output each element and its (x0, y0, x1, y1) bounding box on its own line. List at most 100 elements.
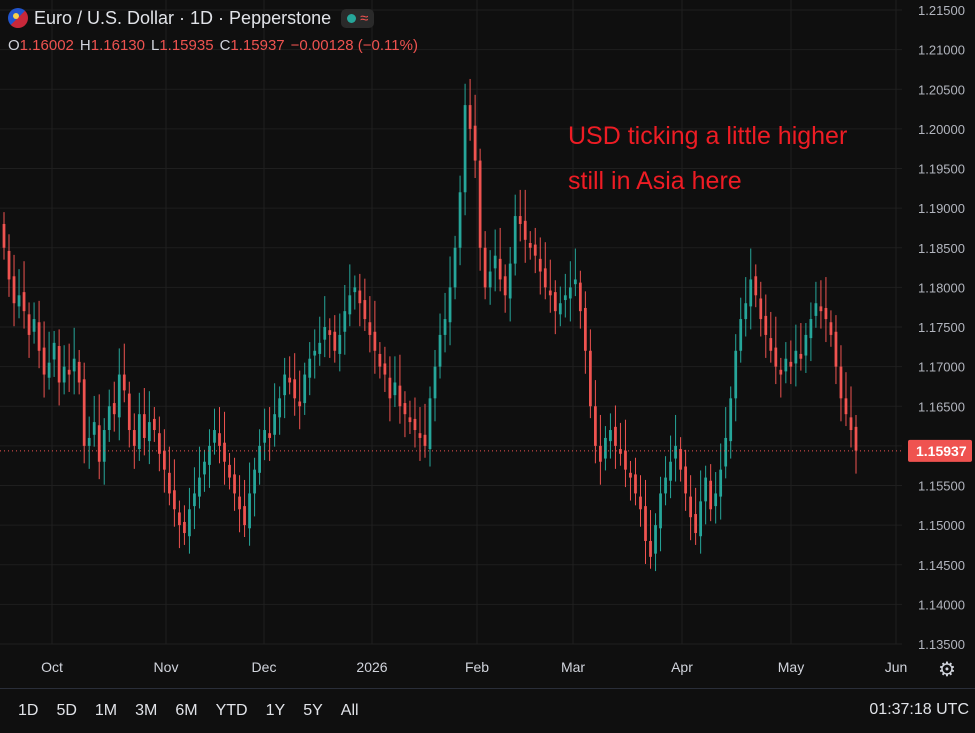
time-tick-label: 2026 (356, 659, 387, 675)
candle (709, 464, 713, 522)
price-tick-label: 1.20500 (918, 82, 965, 97)
range-button-1m[interactable]: 1M (94, 702, 118, 719)
candle (819, 280, 823, 329)
candle (278, 386, 282, 435)
chart-legend-title[interactable]: Euro / U.S. Dollar · 1D · Pepperstone ≈ (8, 6, 375, 30)
candle-body (263, 430, 266, 443)
candle (228, 453, 231, 490)
candle-body (774, 347, 778, 367)
price-tick-label: 1.18000 (918, 280, 965, 295)
candle-body (739, 319, 743, 351)
candle-body (117, 374, 121, 418)
candle (102, 418, 106, 485)
range-button-ytd[interactable]: YTD (215, 702, 248, 719)
candle-body (178, 512, 181, 526)
gear-icon[interactable]: ⚙ (938, 658, 956, 681)
candle-body (323, 327, 327, 340)
candle (583, 291, 587, 374)
candle (183, 505, 186, 545)
price-tick-label: 1.14000 (918, 597, 965, 612)
candle (127, 381, 131, 448)
range-button-1d[interactable]: 1D (18, 702, 39, 719)
price-tick-label: 1.13500 (918, 637, 965, 652)
candle-body (12, 276, 16, 304)
candle-body (694, 514, 698, 534)
range-button-1y[interactable]: 1Y (265, 702, 286, 719)
candle (518, 189, 522, 242)
candle-body (478, 160, 482, 248)
candle (573, 248, 577, 297)
price-tick-label: 1.21000 (918, 43, 965, 58)
candle-body (834, 331, 838, 367)
candle (423, 403, 427, 458)
candle-body (849, 417, 853, 431)
utc-clock[interactable]: 01:37:18 UTC (869, 701, 969, 718)
price-chart[interactable]: 1.13500 1.14000 1.14500 1.15000 1.15500 1.160… (0, 0, 975, 688)
candle-body (32, 319, 36, 332)
candle-body (804, 334, 808, 356)
candle-body (398, 385, 402, 407)
candle-body (709, 480, 713, 510)
candle-body (428, 398, 432, 450)
candle-body (844, 398, 848, 415)
price-tick-label: 1.14500 (918, 558, 965, 573)
candle (453, 235, 457, 300)
candle-body (629, 472, 632, 478)
candle (553, 280, 557, 335)
range-button-5y[interactable]: 5Y (303, 702, 323, 719)
candle-body (328, 330, 332, 335)
candle (759, 281, 763, 337)
candle (724, 407, 728, 479)
candle-body (794, 350, 798, 364)
candle-body (338, 334, 342, 354)
candle (258, 429, 261, 485)
range-button-all[interactable]: All (340, 702, 359, 719)
candle-body (679, 449, 682, 470)
candle (313, 329, 317, 379)
candle-body (308, 358, 312, 378)
candle-body (173, 490, 176, 510)
candle-body (298, 401, 302, 407)
candle (47, 331, 51, 390)
candle (293, 353, 297, 416)
candle (599, 414, 602, 485)
candle-body (714, 493, 718, 507)
candle-body (203, 461, 206, 475)
candle-body (188, 509, 191, 537)
price-tick-label: 1.21500 (918, 3, 965, 18)
candle (498, 227, 502, 292)
symbol-title[interactable]: Euro / U.S. Dollar · 1D · Pepperstone (34, 7, 332, 28)
candle-body (218, 433, 221, 446)
range-button-3m[interactable]: 3M (135, 702, 158, 719)
wave-icon: ≈ (360, 9, 369, 27)
candle-body (468, 105, 472, 129)
candle-body (553, 292, 557, 312)
candle (162, 429, 166, 493)
candle (558, 286, 562, 327)
candle (789, 340, 793, 385)
ohlc-close-key: C (219, 37, 231, 54)
time-tick-label: Feb (465, 659, 489, 675)
candle (669, 435, 672, 499)
candle-body (619, 449, 622, 454)
candle (629, 460, 632, 501)
time-tick-label: Oct (41, 659, 63, 675)
candle-body (283, 374, 287, 396)
market-status-pill[interactable]: ≈ (341, 8, 375, 28)
candle-body (664, 477, 667, 494)
candle (563, 273, 567, 318)
candle-body (689, 496, 692, 518)
candle-body (599, 445, 602, 462)
range-button-5d[interactable]: 5D (56, 702, 77, 719)
candle (729, 386, 733, 459)
candle (132, 413, 136, 469)
time-tick-label: Nov (154, 659, 179, 675)
candle (679, 437, 682, 482)
range-button-6m[interactable]: 6M (175, 702, 198, 719)
last-price-tag-bg (908, 439, 972, 462)
candle-body (719, 469, 723, 497)
candle-body (508, 263, 512, 299)
candle-body (473, 125, 477, 161)
candle-body (498, 258, 502, 280)
candle (333, 315, 337, 363)
